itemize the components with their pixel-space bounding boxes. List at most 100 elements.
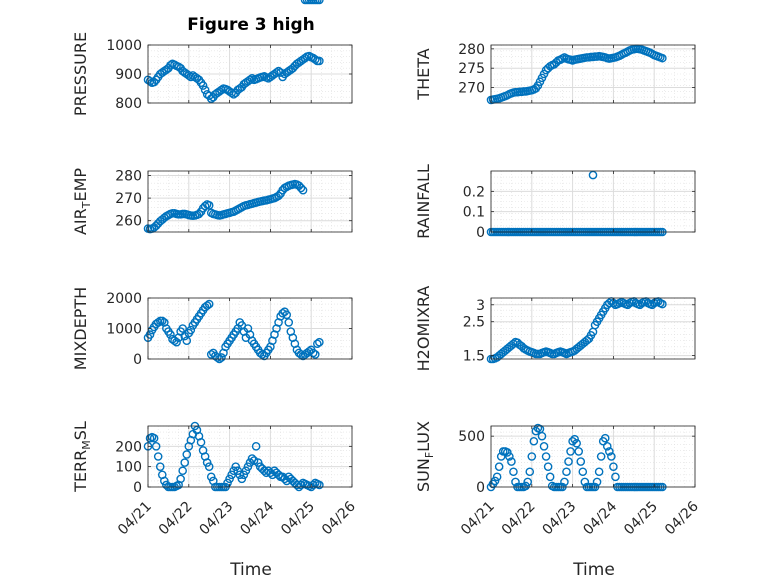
data-point bbox=[572, 438, 581, 448]
y-axis-label: PRESSURE bbox=[71, 32, 90, 116]
data-point bbox=[149, 433, 159, 443]
data-point bbox=[272, 68, 281, 77]
data-point bbox=[243, 462, 253, 471]
data-point bbox=[253, 458, 263, 467]
data-point bbox=[166, 61, 175, 70]
axes-box bbox=[490, 425, 696, 488]
data-point bbox=[298, 185, 308, 195]
data-point bbox=[308, 348, 318, 358]
y-axis-label: THETA bbox=[414, 48, 433, 100]
data-point bbox=[529, 436, 539, 446]
y-axis-label: AIRTEMP bbox=[71, 168, 93, 235]
data-point bbox=[315, 0, 324, 5]
data-point bbox=[160, 476, 169, 486]
y-tick-label: 0.1 bbox=[463, 205, 485, 221]
x-tick-label: 04/26 bbox=[319, 498, 359, 538]
y-tick-label: 0.2 bbox=[463, 184, 485, 200]
data-point bbox=[503, 448, 512, 457]
data-point bbox=[310, 350, 320, 359]
data-point bbox=[582, 336, 592, 345]
y-tick-label: 3 bbox=[476, 298, 485, 314]
data-point bbox=[580, 477, 590, 487]
data-point bbox=[282, 310, 292, 320]
data-point bbox=[180, 458, 190, 467]
data-point bbox=[155, 462, 165, 471]
data-point bbox=[239, 470, 249, 480]
data-point bbox=[609, 462, 618, 471]
data-point bbox=[235, 470, 245, 480]
data-point bbox=[202, 301, 212, 310]
data-point bbox=[176, 474, 185, 484]
data-point bbox=[507, 457, 516, 466]
data-point bbox=[237, 474, 247, 484]
data-point bbox=[566, 447, 575, 456]
data-point bbox=[266, 468, 275, 478]
data-point bbox=[521, 481, 530, 491]
y-tick-label: 0 bbox=[476, 480, 485, 496]
axes-box bbox=[490, 44, 696, 104]
data-point bbox=[229, 466, 238, 476]
data-point bbox=[251, 442, 261, 451]
data-point bbox=[213, 353, 222, 362]
data-point bbox=[605, 447, 614, 456]
data-point bbox=[592, 477, 602, 487]
data-point bbox=[184, 71, 194, 80]
data-point bbox=[166, 330, 175, 339]
data-point bbox=[153, 318, 163, 327]
data-point bbox=[186, 72, 196, 82]
y-tick-label: 270 bbox=[458, 81, 485, 97]
data-point bbox=[182, 450, 192, 459]
data-point bbox=[658, 299, 667, 309]
y-tick-label: 260 bbox=[115, 214, 142, 230]
data-point bbox=[505, 452, 514, 461]
y-axis-label: MIXDEPTH bbox=[71, 287, 90, 370]
data-point bbox=[186, 325, 196, 335]
y-tick-label: 280 bbox=[458, 42, 485, 58]
data-point bbox=[300, 53, 310, 63]
y-tick-label: 2000 bbox=[106, 291, 142, 307]
series-markers bbox=[143, 51, 324, 103]
subplot-4: 0 0.1 0.2 RAINFALL bbox=[414, 164, 696, 241]
data-point bbox=[541, 452, 551, 461]
subplot-3: 260 270 280 AIRTEMP bbox=[71, 0, 353, 235]
data-point bbox=[509, 467, 518, 477]
data-point bbox=[658, 53, 667, 63]
x-tick-label: 04/21 bbox=[458, 499, 498, 539]
data-point bbox=[525, 467, 535, 477]
data-point bbox=[178, 324, 187, 333]
data-point bbox=[594, 467, 604, 477]
data-point bbox=[153, 452, 163, 461]
data-point bbox=[157, 316, 167, 326]
subplot-5: 0 1000 2000 MIXDEPTH bbox=[71, 287, 353, 370]
data-point bbox=[223, 478, 232, 488]
axes-box bbox=[490, 170, 696, 233]
data-point bbox=[313, 339, 322, 349]
data-point bbox=[276, 68, 285, 77]
data-point bbox=[280, 474, 289, 484]
data-point bbox=[196, 437, 206, 447]
data-point bbox=[539, 442, 549, 451]
data-point bbox=[543, 462, 553, 471]
y-tick-label: 100 bbox=[115, 460, 142, 476]
data-point bbox=[570, 434, 579, 444]
data-point bbox=[278, 308, 287, 318]
x-axis-label-right: Time bbox=[572, 560, 615, 580]
y-tick-label: 900 bbox=[115, 67, 142, 83]
x-tick-label: 04/22 bbox=[499, 499, 539, 539]
y-tick-label: 0 bbox=[133, 480, 142, 496]
data-point bbox=[247, 74, 257, 83]
x-tick-label: 04/25 bbox=[278, 499, 318, 539]
y-tick-label: 0 bbox=[133, 352, 142, 368]
subplot-7: 04/21 04/22 04/23 04/24 04/25 04/26 0 100 200 TER… bbox=[71, 421, 359, 538]
data-point bbox=[523, 477, 533, 487]
data-point bbox=[284, 318, 294, 327]
data-point bbox=[231, 462, 241, 471]
data-point bbox=[198, 81, 208, 90]
data-point bbox=[315, 56, 324, 66]
y-tick-label: 2.5 bbox=[463, 315, 485, 331]
data-point bbox=[602, 442, 612, 451]
y-tick-label: 800 bbox=[115, 96, 142, 112]
y-tick-label: 280 bbox=[115, 169, 142, 185]
data-point bbox=[560, 477, 569, 487]
